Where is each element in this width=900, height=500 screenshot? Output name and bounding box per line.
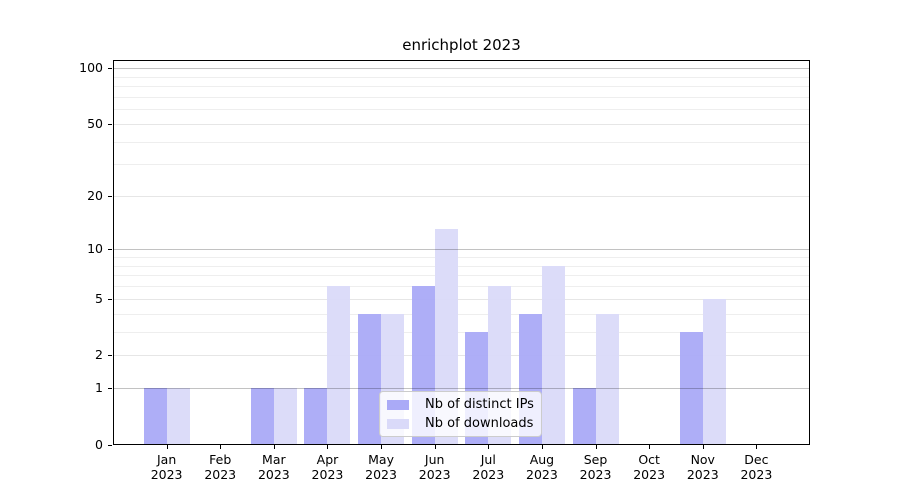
legend-item-distinct-ips: Nb of distinct IPs	[387, 397, 534, 412]
x-tick-label: Dec 2023	[728, 452, 784, 482]
bar-distinct-ips	[250, 388, 274, 445]
x-tick-mark	[273, 445, 275, 449]
light-gridline	[113, 196, 810, 198]
light-gridline	[113, 355, 810, 357]
x-tick-label: Mar 2023	[246, 452, 302, 482]
y-tick-mark	[108, 355, 112, 357]
legend-swatch-downloads	[387, 418, 409, 429]
bar-distinct-ips	[572, 388, 596, 445]
x-tick-mark	[381, 445, 383, 449]
x-tick-year: 2023	[204, 467, 237, 482]
bar-downloads	[327, 286, 351, 445]
bar-downloads	[702, 298, 726, 445]
x-tick-year: 2023	[418, 467, 451, 482]
x-tick-mark	[220, 445, 222, 449]
minor-gridline	[113, 86, 810, 87]
bar-downloads	[541, 265, 565, 445]
minor-gridline	[113, 109, 810, 111]
major-gridline	[113, 249, 810, 251]
x-tick-mark	[327, 445, 329, 449]
x-tick-mark	[595, 445, 597, 449]
y-tick-mark	[108, 445, 112, 446]
bar-distinct-ips	[143, 388, 167, 445]
x-tick-label: Feb 2023	[192, 452, 248, 482]
x-tick-label: Oct 2023	[621, 452, 677, 482]
legend-swatch-distinct-ips	[387, 399, 409, 410]
legend: Nb of distinct IPs Nb of downloads	[379, 391, 542, 437]
x-tick-year: 2023	[150, 467, 183, 482]
x-tick-year: 2023	[311, 467, 344, 482]
y-tick-mark	[108, 298, 112, 300]
x-tick-mark	[702, 445, 704, 449]
x-tick-mark	[434, 445, 436, 449]
legend-item-downloads: Nb of downloads	[387, 416, 534, 431]
minor-gridline	[113, 313, 810, 315]
minor-gridline	[113, 164, 810, 166]
bar-downloads	[273, 388, 297, 445]
x-tick-year: 2023	[686, 467, 719, 482]
x-tick-label: Jun 2023	[407, 452, 463, 482]
bar-distinct-ips	[679, 331, 703, 445]
light-gridline	[113, 298, 810, 300]
minor-gridline	[113, 141, 810, 143]
y-tick-mark	[108, 388, 112, 390]
x-tick-year: 2023	[633, 467, 666, 482]
bar-distinct-ips	[304, 388, 328, 445]
y-tick-label: 0	[95, 437, 103, 452]
bar-downloads	[595, 313, 619, 445]
x-tick-year: 2023	[257, 467, 290, 482]
light-gridline	[113, 123, 810, 125]
bar-distinct-ips	[358, 313, 382, 445]
minor-gridline	[113, 76, 810, 78]
x-tick-mark	[649, 445, 651, 449]
minor-gridline	[113, 96, 810, 98]
chart-title: enrichplot 2023	[402, 36, 521, 54]
x-tick-year: 2023	[365, 467, 397, 482]
x-tick-label: May 2023	[353, 452, 409, 482]
x-tick-label: Nov 2023	[675, 452, 731, 482]
x-tick-mark	[488, 445, 490, 449]
y-tick-label: 10	[87, 241, 103, 257]
minor-gridline	[113, 286, 810, 288]
legend-label-distinct-ips: Nb of distinct IPs	[425, 397, 534, 412]
x-tick-label: Apr 2023	[299, 452, 355, 482]
minor-gridline	[113, 265, 810, 267]
bar-downloads	[166, 388, 190, 445]
plot-area: 0 1 2 5 10 20 50 100 Jan 2023 Feb 2023 Mar 2023 Apr 202…	[79, 60, 810, 482]
y-tick-mark	[108, 196, 112, 198]
major-gridline	[113, 67, 810, 69]
y-tick-mark	[108, 123, 112, 125]
y-tick-label: 2	[95, 347, 103, 363]
y-tick-label: 100	[79, 59, 103, 75]
x-tick-mark	[541, 445, 543, 449]
minor-gridline	[113, 331, 810, 333]
minor-gridline	[113, 275, 810, 277]
x-tick-mark	[756, 445, 758, 449]
y-tick-label: 1	[95, 380, 103, 396]
y-tick-label: 5	[95, 290, 103, 306]
minor-gridline	[113, 256, 810, 258]
legend-label-downloads: Nb of downloads	[425, 416, 534, 431]
x-tick-year: 2023	[526, 467, 558, 482]
x-tick-year: 2023	[472, 467, 505, 482]
major-gridline	[113, 388, 810, 390]
x-tick-year: 2023	[579, 467, 612, 482]
x-tick-year: 2023	[740, 467, 773, 482]
y-tick-label: 20	[87, 188, 103, 204]
x-tick-label: Aug 2023	[514, 452, 570, 482]
y-tick-mark	[108, 67, 112, 69]
y-tick-mark	[108, 249, 112, 251]
x-tick-label: Jul 2023	[460, 452, 516, 482]
y-tick-label: 50	[87, 115, 103, 131]
x-tick-label: Sep 2023	[568, 452, 624, 482]
x-tick-mark	[166, 445, 168, 449]
x-tick-label: Jan 2023	[139, 452, 195, 482]
